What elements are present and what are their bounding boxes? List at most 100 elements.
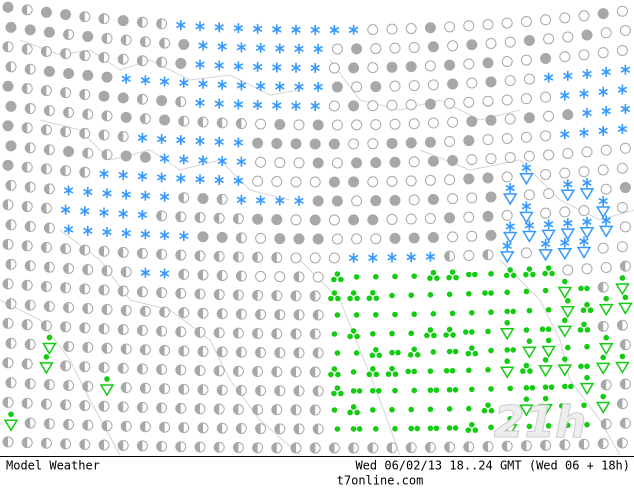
- symbol-half: [236, 385, 242, 396]
- snow-symbol: [236, 156, 247, 167]
- snow-stroke: [99, 209, 109, 216]
- partly-cloudy-symbol: [252, 289, 264, 301]
- snow-symbol: [233, 99, 244, 110]
- symbol-half: [310, 290, 316, 301]
- clear-symbol: [463, 249, 475, 261]
- rain-dot: [545, 423, 552, 429]
- snow-stroke: [63, 187, 74, 194]
- partly-cloudy-symbol: [156, 287, 168, 299]
- rain-symbol: [466, 367, 472, 374]
- shower-triangle: [522, 230, 537, 243]
- rain-dot: [411, 346, 418, 353]
- shower-symbol: [615, 353, 630, 374]
- shower-triangle: [39, 362, 54, 375]
- rain-symbol: [411, 273, 418, 279]
- rain-symbol: [331, 385, 344, 397]
- partly-cloudy-symbol: [98, 439, 110, 451]
- rain-symbol: [562, 383, 574, 390]
- symbol-half: [3, 41, 8, 52]
- clear-symbol: [424, 213, 436, 225]
- rain-symbol: [523, 384, 536, 391]
- clear-symbol: [255, 118, 267, 130]
- shower-triangle: [3, 419, 19, 432]
- snow-stroke: [387, 254, 397, 261]
- clear-symbol: [290, 252, 302, 264]
- snow-symbol: [255, 195, 266, 206]
- partly-cloudy-symbol: [43, 300, 55, 312]
- clear-symbol: [540, 207, 552, 219]
- partly-cloudy-symbol: [213, 289, 225, 301]
- partly-cloudy-symbol: [559, 439, 571, 451]
- overcast-symbol: [424, 98, 436, 110]
- shower-triangle: [618, 302, 633, 315]
- partly-cloudy-symbol: [43, 261, 55, 273]
- partly-cloudy-symbol: [136, 440, 148, 452]
- symbol-half: [156, 287, 162, 298]
- symbol-half: [137, 440, 143, 451]
- partly-cloudy-symbol: [293, 423, 305, 435]
- shower-triangle: [538, 249, 553, 262]
- snow-stroke: [159, 193, 170, 200]
- rain-dot: [389, 406, 395, 413]
- partly-cloudy-symbol: [60, 360, 72, 372]
- rain-symbol: [584, 343, 590, 350]
- snow-stroke: [252, 101, 263, 109]
- clear-symbol: [520, 16, 532, 28]
- symbol-half: [99, 52, 104, 63]
- partly-cloudy-symbol: [120, 266, 132, 278]
- clear-symbol: [274, 271, 286, 283]
- rain-symbol: [350, 426, 363, 432]
- clear-symbol: [463, 20, 475, 32]
- rain-dot: [526, 266, 533, 272]
- clear-symbol: [523, 73, 535, 85]
- snow-symbol: [620, 64, 631, 75]
- clear-symbol: [504, 75, 516, 87]
- rain-dot: [527, 368, 533, 374]
- partly-cloudy-symbol: [178, 307, 190, 319]
- partly-cloudy-symbol: [274, 309, 286, 321]
- symbol-half: [195, 327, 200, 338]
- rain-dot: [354, 333, 360, 340]
- symbol-half: [601, 379, 607, 390]
- snow-stroke: [60, 206, 71, 213]
- partly-cloudy-symbol: [156, 56, 168, 68]
- partly-cloudy-symbol: [43, 105, 55, 117]
- rain-symbol: [331, 407, 338, 413]
- symbol-half: [313, 347, 319, 358]
- clear-symbol: [559, 167, 571, 179]
- rain-dot: [433, 387, 440, 393]
- clear-symbol: [463, 211, 475, 223]
- shower-dot: [562, 317, 568, 324]
- snow-symbol: [310, 62, 320, 73]
- symbol-half: [217, 423, 223, 434]
- snow-stroke: [217, 43, 227, 50]
- symbol-half: [99, 246, 104, 257]
- partly-cloudy-symbol: [117, 285, 129, 297]
- symbol-half: [79, 400, 85, 411]
- symbol-half: [214, 289, 220, 300]
- snow-stroke: [255, 44, 266, 52]
- overcast-symbol: [2, 1, 14, 13]
- overcast-symbol: [485, 76, 497, 88]
- symbol-half: [60, 243, 66, 254]
- rain-symbol: [334, 312, 341, 318]
- snow-stroke: [236, 82, 247, 89]
- rain-symbol: [392, 311, 398, 318]
- symbol-half: [236, 347, 242, 358]
- overcast-symbol: [2, 120, 14, 132]
- shower-symbol: [595, 206, 611, 219]
- rain-dot: [466, 405, 472, 412]
- symbol-half: [121, 305, 127, 316]
- rain-dot: [584, 301, 590, 308]
- clear-symbol: [351, 195, 363, 207]
- rain-dot: [446, 348, 453, 355]
- rain-dot: [354, 409, 360, 416]
- partly-cloudy-symbol: [60, 87, 72, 99]
- clear-symbol: [523, 150, 535, 162]
- rain-dot: [408, 330, 415, 337]
- shower-triangle: [557, 247, 573, 261]
- rain-dot: [503, 272, 510, 279]
- rain-dot: [427, 327, 434, 333]
- partly-cloudy-symbol: [255, 423, 267, 435]
